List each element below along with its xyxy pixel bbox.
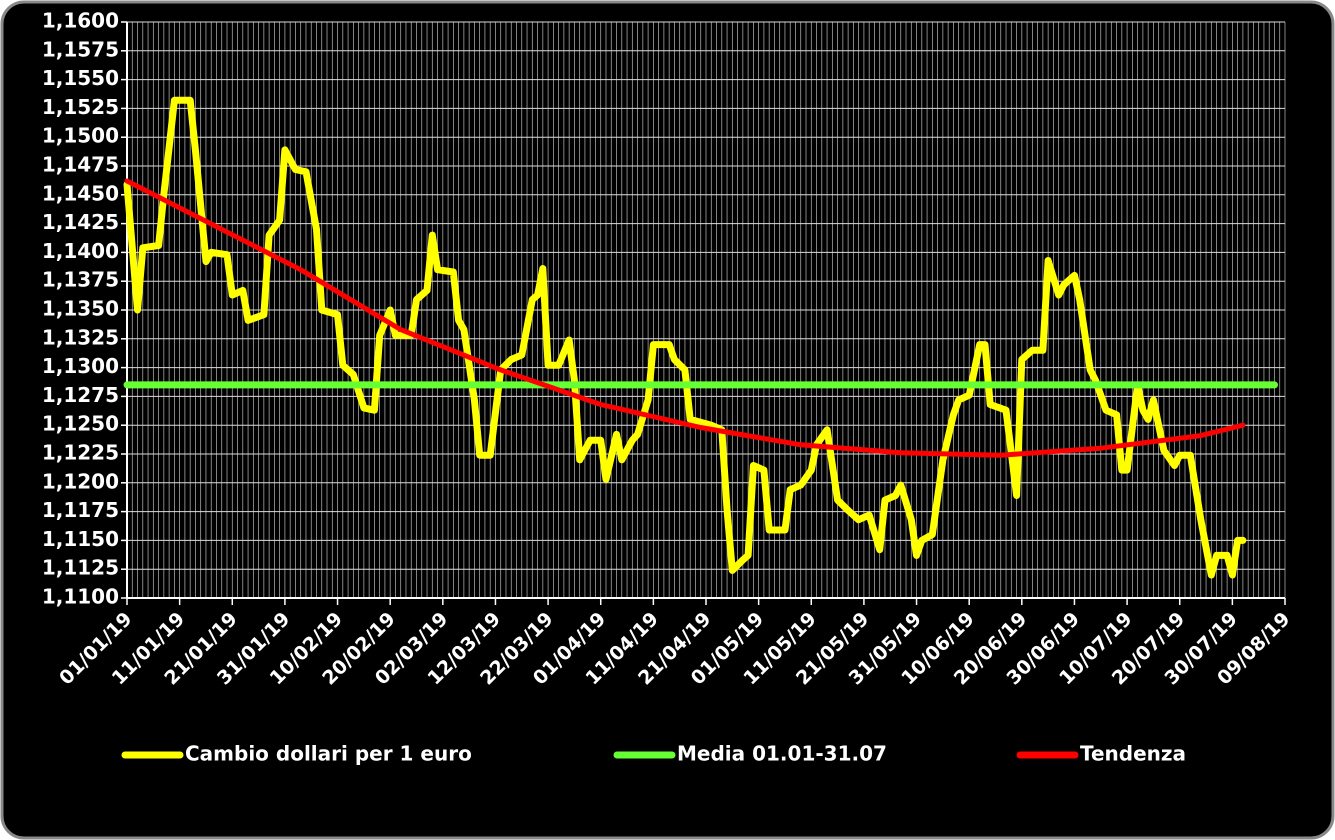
y-tick-label: 1,1350 <box>42 297 119 321</box>
legend-label: Tendenza <box>1080 742 1186 766</box>
y-tick-label: 1,1275 <box>42 383 119 407</box>
y-tick-label: 1,1425 <box>42 210 119 234</box>
legend-item: Cambio dollari per 1 euro <box>121 742 472 766</box>
y-tick-label: 1,1600 <box>42 9 119 33</box>
series-line <box>123 96 1247 579</box>
y-tick-label: 1,1150 <box>42 527 119 551</box>
y-tick-label: 1,1475 <box>42 153 119 177</box>
y-tick-label: 1,1200 <box>42 469 119 493</box>
y-tick-label: 1,1375 <box>42 268 119 292</box>
y-tick-label: 1,1550 <box>42 66 119 90</box>
y-tick-label: 1,1500 <box>42 124 119 148</box>
y-tick-label: 1,1525 <box>42 95 119 119</box>
series-line <box>124 178 1246 458</box>
legend-item: Media 01.01-31.07 <box>613 742 887 766</box>
y-tick-label: 1,1325 <box>42 325 119 349</box>
y-tick-label: 1,1125 <box>42 556 119 580</box>
y-tick-label: 1,1175 <box>42 498 119 522</box>
legend-item: Tendenza <box>1016 742 1186 766</box>
legend-label: Media 01.01-31.07 <box>677 742 887 766</box>
y-tick-label: 1,1250 <box>42 412 119 436</box>
y-tick-label: 1,1100 <box>42 585 119 609</box>
legend-label: Cambio dollari per 1 euro <box>185 742 472 766</box>
y-tick-label: 1,1225 <box>42 441 119 465</box>
y-tick-label: 1,1400 <box>42 239 119 263</box>
y-tick-label: 1,1300 <box>42 354 119 378</box>
y-tick-label: 1,1575 <box>42 37 119 61</box>
y-tick-label: 1,1450 <box>42 181 119 205</box>
